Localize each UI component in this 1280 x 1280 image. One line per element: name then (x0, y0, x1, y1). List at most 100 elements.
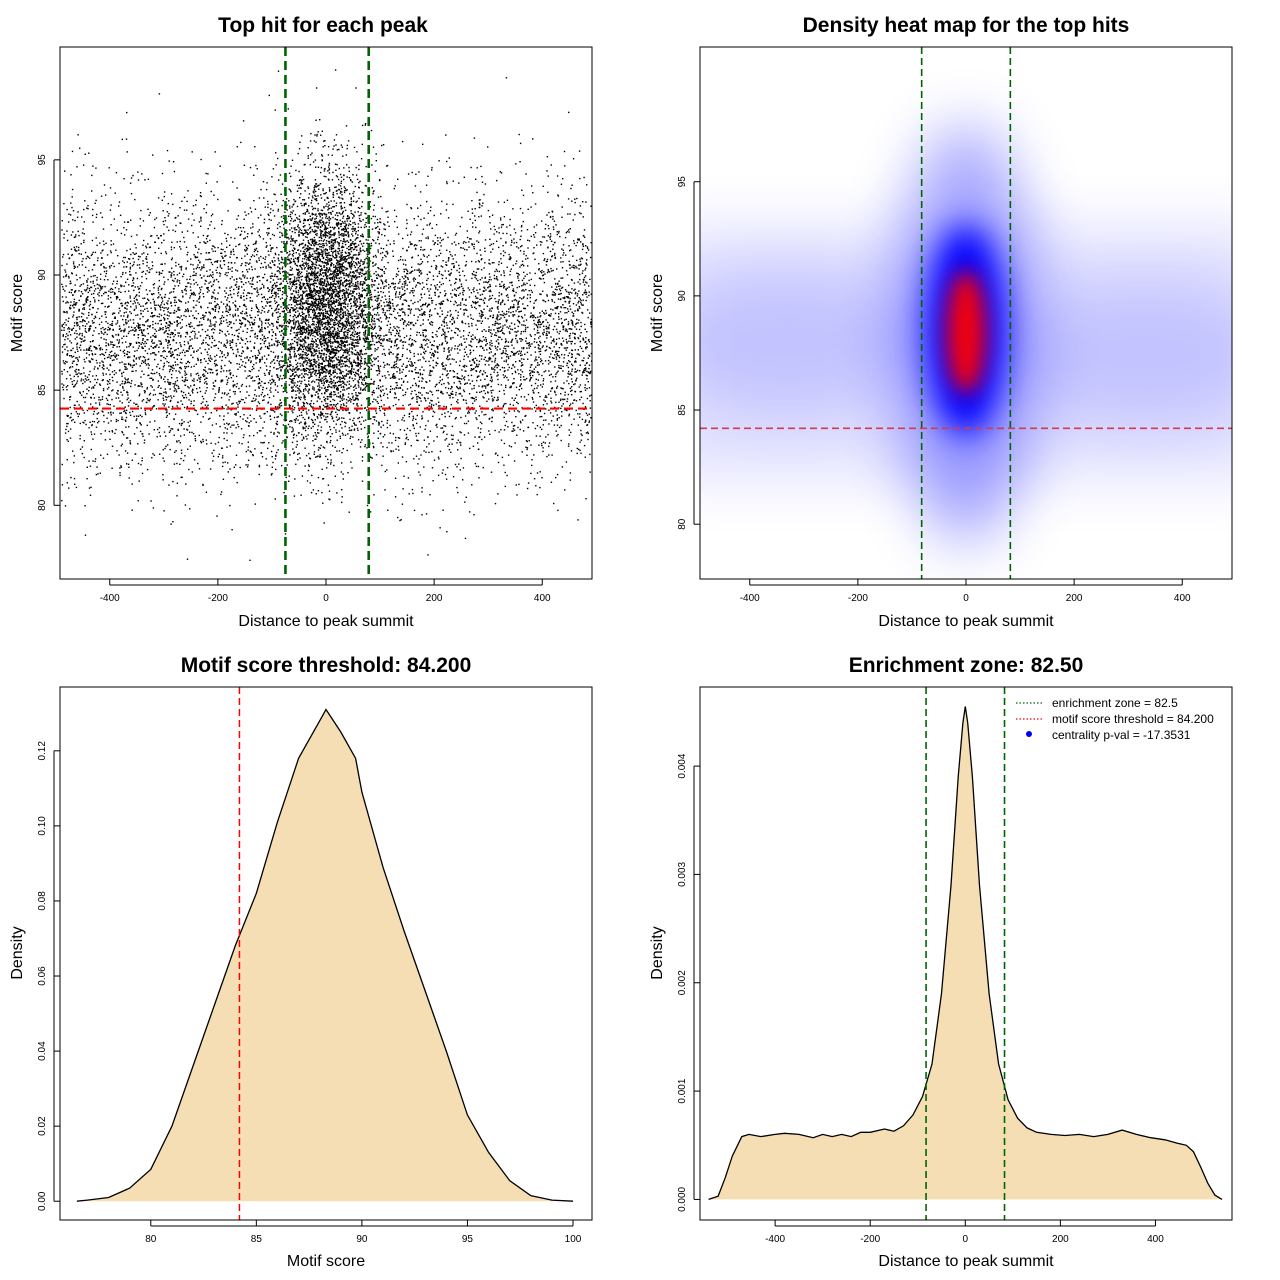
scatter-point (515, 484, 517, 486)
scatter-point (463, 376, 466, 378)
scatter-point (423, 397, 426, 399)
scatter-point (543, 271, 545, 273)
scatter-point (585, 432, 588, 434)
scatter-point (383, 338, 385, 340)
scatter-point (141, 400, 143, 402)
scatter-point (218, 272, 221, 274)
scatter-point (183, 340, 186, 343)
scatter-point (345, 364, 347, 367)
scatter-point (371, 360, 374, 363)
scatter-point (109, 296, 112, 299)
scatter-point (76, 321, 78, 324)
scatter-point (463, 434, 466, 436)
scatter-point (77, 134, 79, 136)
scatter-point (98, 284, 100, 286)
scatter-point (172, 353, 174, 356)
scatter-point (452, 396, 454, 399)
scatter-point (274, 498, 276, 500)
scatter-point (377, 236, 379, 238)
scatter-point (66, 361, 68, 363)
scatter-point (490, 376, 493, 378)
scatter-point (541, 310, 543, 312)
scatter-point (263, 311, 266, 313)
scatter-point (410, 323, 412, 325)
scatter-point (110, 264, 113, 267)
scatter-point (112, 262, 114, 264)
scatter-point (230, 377, 233, 379)
scatter-point (65, 285, 67, 287)
scatter-point (279, 405, 281, 407)
scatter-point (163, 332, 165, 334)
scatter-point (383, 339, 385, 341)
scatter-point (302, 436, 305, 438)
scatter-point (388, 364, 390, 366)
scatter-point (70, 248, 73, 250)
scatter-point (108, 354, 110, 356)
scatter-point (491, 307, 493, 309)
scatter-point (436, 426, 438, 428)
scatter-point (133, 289, 135, 292)
scatter-point (296, 440, 298, 443)
scatter-point (556, 414, 558, 416)
scatter-point (363, 378, 365, 380)
scatter-point (335, 331, 337, 333)
scatter-point (459, 441, 461, 443)
scatter-point (106, 380, 109, 382)
scatter-point (415, 367, 417, 369)
scatter-point (333, 244, 335, 246)
scatter-point (362, 281, 364, 283)
scatter-point (213, 449, 215, 452)
scatter-point (180, 327, 182, 329)
scatter-point (356, 427, 359, 430)
scatter-point (332, 245, 334, 247)
scatter-point (261, 380, 263, 383)
scatter-point (550, 342, 552, 344)
scatter-point (356, 395, 358, 397)
scatter-point (415, 308, 417, 310)
scatter-point (477, 279, 479, 282)
scatter-point (120, 232, 123, 235)
scatter-point (380, 405, 383, 408)
scatter-point (402, 237, 404, 240)
scatter-point (302, 393, 304, 395)
scatter-point (195, 373, 197, 375)
scatter-point (425, 184, 428, 186)
scatter-point (83, 320, 85, 322)
scatter-point (412, 302, 414, 305)
scatter-point (243, 295, 245, 298)
scatter-point (225, 346, 227, 349)
scatter-point (421, 373, 424, 376)
scatter-point (506, 266, 508, 268)
scatter-point (477, 268, 480, 270)
scatter-point (155, 346, 157, 348)
scatter-point (97, 412, 100, 414)
scatter-point (558, 230, 560, 233)
scatter-point (552, 226, 555, 228)
scatter-point (574, 371, 576, 373)
scatter-point (455, 391, 457, 394)
scatter-point (413, 509, 416, 512)
scatter-point (187, 341, 189, 343)
scatter-point (459, 386, 461, 388)
scatter-point (471, 272, 474, 275)
scatter-point (585, 368, 587, 370)
scatter-point (213, 362, 216, 365)
scatter-point (151, 339, 153, 341)
scatter-point (132, 303, 134, 305)
scatter-point (303, 396, 305, 398)
scatter-point (451, 318, 453, 321)
scatter-point (234, 315, 236, 317)
scatter-point (279, 283, 281, 286)
scatter-point (259, 360, 261, 362)
scatter-point (393, 375, 395, 378)
scatter-point (569, 228, 571, 230)
scatter-point (369, 403, 372, 405)
scatter-point (495, 332, 497, 334)
scatter-point (515, 416, 517, 418)
scatter-point (421, 417, 424, 419)
scatter-point (493, 274, 496, 277)
scatter-point (389, 388, 392, 391)
scatter-point (529, 284, 531, 286)
scatter-point (390, 351, 392, 354)
scatter-point (289, 289, 292, 291)
